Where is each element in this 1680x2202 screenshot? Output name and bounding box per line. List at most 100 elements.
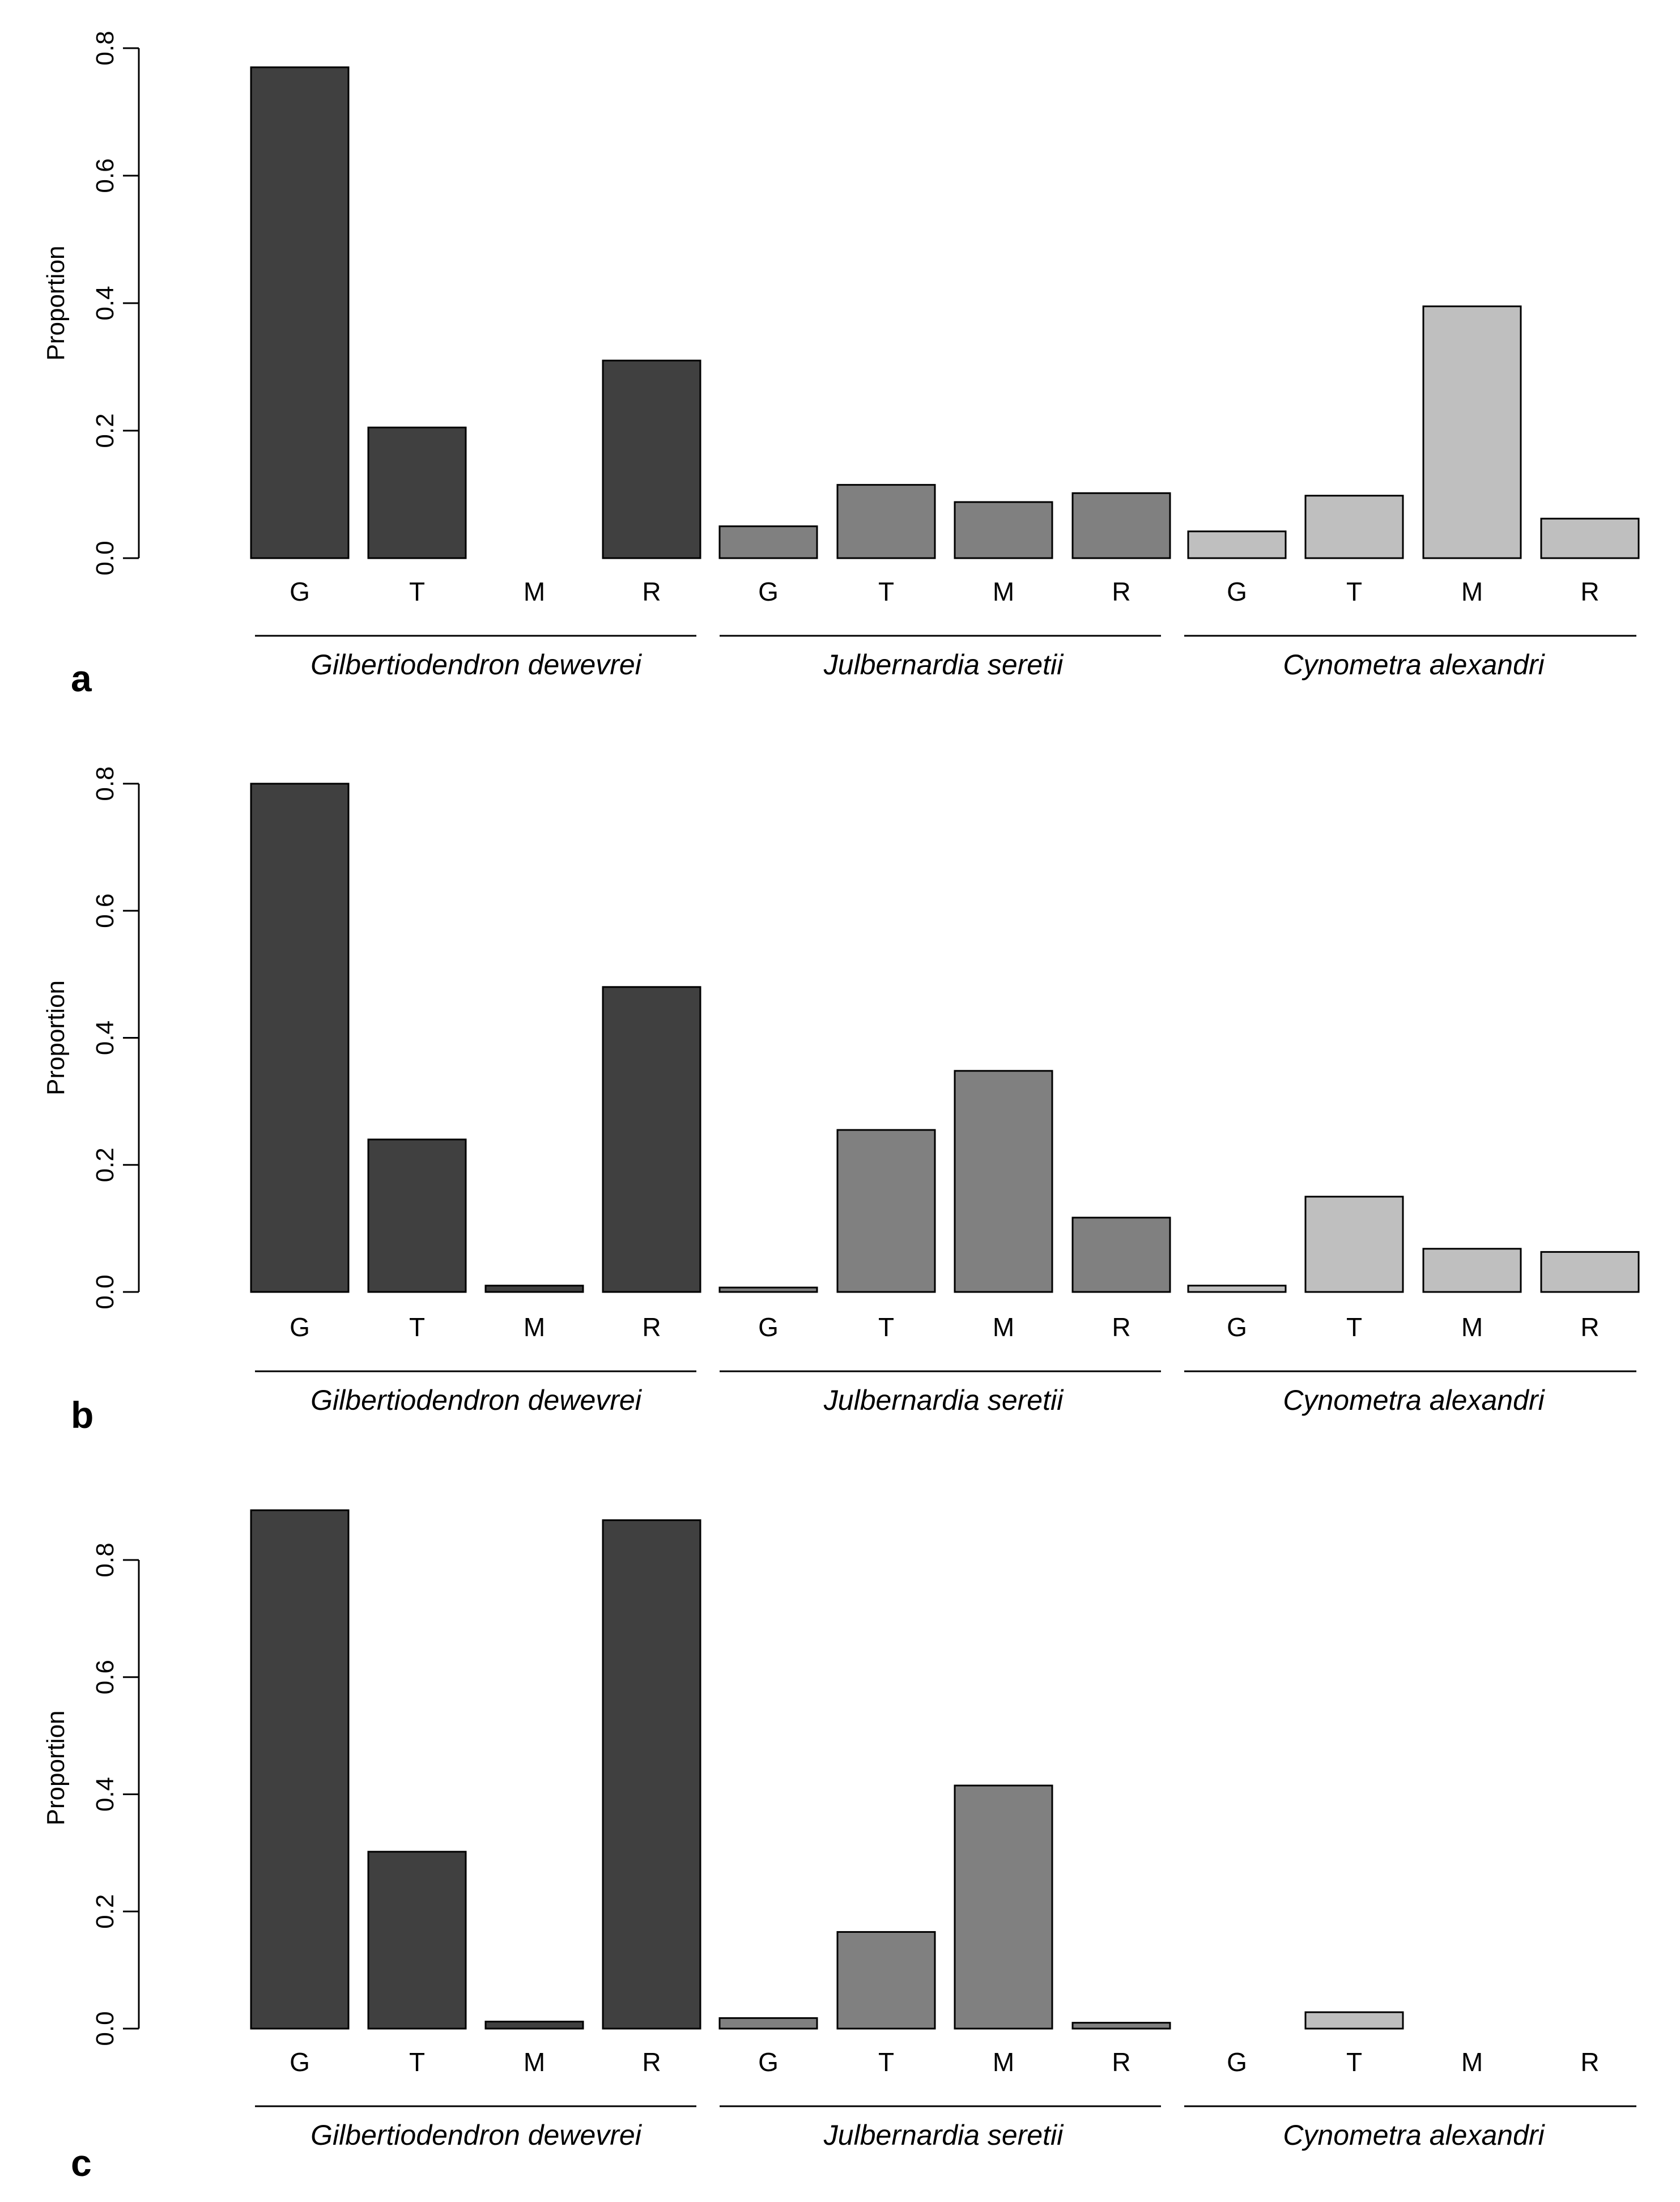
category-label: G (758, 577, 779, 606)
bar-b-5 (718, 1286, 818, 1293)
bar-a-9 (1187, 530, 1287, 559)
species-label: Gilbertiodendron dewevrei (311, 1384, 643, 1416)
bar-a-1 (250, 66, 350, 559)
category-label: R (642, 577, 661, 606)
category-label: M (1461, 2047, 1483, 2077)
bar-c-7 (954, 1784, 1053, 2030)
bar-c-4 (602, 1519, 701, 2030)
y-axis-title: Proportion (42, 1710, 70, 1825)
y-axis-title: Proportion (42, 980, 70, 1095)
bar-a-10 (1304, 495, 1404, 559)
y-tick-label: 0.2 (91, 1147, 119, 1182)
category-label: T (409, 2047, 425, 2077)
species-label: Cynometra alexandri (1283, 1384, 1545, 1416)
y-tick-label: 0.4 (91, 1777, 119, 1812)
species-label: Julbernardia seretii (823, 649, 1064, 681)
category-label: T (1346, 577, 1362, 606)
category-label: R (1112, 577, 1130, 606)
category-label: T (1346, 1312, 1362, 1342)
bar-c-3 (484, 2021, 584, 2030)
category-label: T (409, 1312, 425, 1342)
category-label: G (758, 1312, 779, 1342)
species-label: Julbernardia seretii (823, 1384, 1064, 1416)
bar-c-1 (250, 1509, 350, 2030)
panel-label: a (71, 657, 92, 699)
category-label: R (1580, 577, 1599, 606)
category-label: G (1227, 577, 1247, 606)
bar-b-11 (1422, 1248, 1522, 1293)
bar-b-9 (1187, 1285, 1287, 1293)
bar-c-2 (367, 1851, 467, 2030)
y-tick-label: 0.6 (91, 1660, 119, 1694)
y-tick-label: 0.8 (91, 766, 119, 801)
category-label: T (878, 2047, 894, 2077)
category-label: M (1461, 577, 1483, 606)
panel-label: b (71, 1394, 93, 1436)
bar-b-8 (1071, 1217, 1171, 1293)
panel-b: 0.0 0.2 0.4 0.6 0.8 Proportion G T M R G T M R G T M R Gil… (42, 766, 1640, 1436)
bar-b-12 (1540, 1251, 1640, 1293)
category-label: T (409, 577, 425, 606)
category-label: R (642, 1312, 661, 1342)
bar-a-7 (954, 501, 1053, 559)
y-tick-label: 0.8 (91, 1542, 119, 1577)
bar-b-6 (836, 1129, 936, 1293)
y-tick-label: 0.0 (91, 2011, 119, 2046)
bar-b-1 (250, 783, 350, 1293)
bar-b-10 (1304, 1196, 1404, 1293)
category-label: R (1580, 1312, 1599, 1342)
bar-a-6 (836, 484, 936, 559)
panel-c: 0.0 0.2 0.4 0.6 0.8 Proportion G T M R G T M R G T M R Gil… (42, 1509, 1636, 2184)
bar-a-11 (1422, 305, 1522, 559)
panel-a: 0.0 0.2 0.4 0.6 0.8 Proportion G T M R G T M R G T M R Gil… (42, 31, 1640, 699)
category-label: G (1227, 1312, 1247, 1342)
category-label: R (1580, 2047, 1599, 2077)
y-tick-label: 0.4 (91, 286, 119, 320)
category-label: G (290, 577, 310, 606)
category-label: G (290, 1312, 310, 1342)
category-label: T (1346, 2047, 1362, 2077)
category-label: T (878, 1312, 894, 1342)
bar-b-4 (602, 986, 701, 1293)
bar-c-8 (1071, 2022, 1171, 2030)
y-tick-label: 0.0 (91, 1274, 119, 1309)
category-label: R (642, 2047, 661, 2077)
species-label: Julbernardia seretii (823, 2119, 1064, 2151)
bar-a-5 (718, 525, 818, 559)
category-label: R (1112, 2047, 1130, 2077)
category-label: M (993, 2047, 1014, 2077)
y-tick-label: 0.2 (91, 413, 119, 448)
bar-a-2 (367, 426, 467, 559)
category-label: G (290, 2047, 310, 2077)
y-tick-label: 0.8 (91, 31, 119, 65)
bar-a-12 (1540, 517, 1640, 559)
category-label: M (993, 577, 1014, 606)
species-label: Gilbertiodendron dewevrei (311, 2119, 643, 2151)
category-label: G (1227, 2047, 1247, 2077)
category-label: M (524, 1312, 545, 1342)
bar-b-7 (954, 1070, 1053, 1293)
bar-a-8 (1071, 492, 1171, 559)
species-label: Gilbertiodendron dewevrei (311, 649, 643, 681)
bar-c-5 (718, 2017, 818, 2030)
bar-c-6 (836, 1931, 936, 2030)
category-label: T (878, 577, 894, 606)
category-label: G (758, 2047, 779, 2077)
bar-b-3 (484, 1285, 584, 1293)
bar-a-4 (602, 359, 701, 559)
y-tick-label: 0.4 (91, 1021, 119, 1055)
species-label: Cynometra alexandri (1283, 2119, 1545, 2151)
category-label: M (524, 2047, 545, 2077)
category-label: M (1461, 1312, 1483, 1342)
category-label: M (524, 577, 545, 606)
bar-b-2 (367, 1138, 467, 1293)
y-tick-label: 0.6 (91, 158, 119, 193)
y-tick-label: 0.2 (91, 1894, 119, 1929)
species-label: Cynometra alexandri (1283, 649, 1545, 681)
y-axis-title: Proportion (42, 245, 70, 360)
category-label: M (993, 1312, 1014, 1342)
y-tick-label: 0.0 (91, 541, 119, 575)
y-tick-label: 0.6 (91, 894, 119, 928)
category-label: R (1112, 1312, 1130, 1342)
